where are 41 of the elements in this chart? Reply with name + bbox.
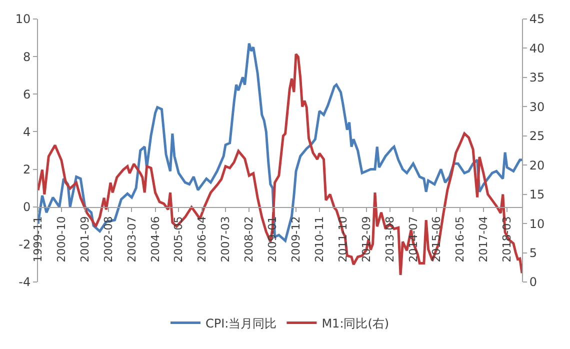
- y-tick-label: -4: [18, 275, 31, 290]
- y-tick-label: -2: [18, 238, 31, 252]
- x-tick-label: 2005-05: [172, 216, 186, 262]
- y-tick-label: 6: [22, 87, 31, 102]
- x-tick-label: 2000-10: [55, 216, 68, 262]
- y-tick-label: 8: [22, 50, 31, 64]
- y2-tick-label: 45: [529, 12, 545, 26]
- x-tick-label: 2010-11: [313, 216, 326, 262]
- y2-tick-label: 15: [529, 188, 545, 202]
- y2-tick-label: 25: [529, 129, 545, 144]
- y2-tick-label: 5: [529, 246, 538, 260]
- y2-tick-label: 35: [529, 70, 545, 85]
- x-tick-label: 2009-01: [266, 216, 280, 262]
- x-tick-label: 2001-09: [78, 216, 92, 262]
- x-tick-label: 2002-08: [102, 216, 115, 262]
- x-tick-label: 1999-11: [32, 216, 45, 262]
- x-tick-label: 2013-08: [383, 216, 396, 262]
- x-tick-label: 2014-07: [406, 216, 420, 262]
- x-tick-label: 2009-12: [290, 216, 303, 262]
- y-tick-label: 10: [15, 12, 31, 26]
- y-tick-label: 4: [22, 124, 31, 139]
- y-tick-label: 0: [22, 200, 31, 214]
- y2-tick-label: 30: [529, 100, 545, 114]
- x-tick-label: 2011-10: [336, 216, 350, 262]
- y2-tick-label: 10: [529, 216, 545, 231]
- x-tick-label: 2016-05: [454, 216, 467, 262]
- x-tick-label: 2008-02: [242, 216, 256, 262]
- x-tick-label: 2015-06: [430, 216, 444, 262]
- x-tick-label: 2012-09: [360, 216, 373, 262]
- x-tick-label: 2017-04: [477, 216, 490, 262]
- y2-tick-label: 20: [529, 158, 545, 172]
- x-tick-label: 2007-03: [219, 216, 232, 262]
- x-tick-label: 2004-06: [148, 216, 162, 262]
- x-tick-label: 2006-04: [196, 216, 209, 262]
- legend-label: M1:同比(右): [322, 316, 390, 330]
- y2-tick-label: 0: [529, 275, 538, 290]
- y2-tick-label: 40: [529, 41, 545, 56]
- x-tick-label: 2018-03: [500, 216, 514, 262]
- y-tick-label: 2: [22, 162, 31, 176]
- legend-label: CPI:当月同比: [206, 316, 277, 330]
- x-tick-label: 2003-07: [125, 216, 138, 262]
